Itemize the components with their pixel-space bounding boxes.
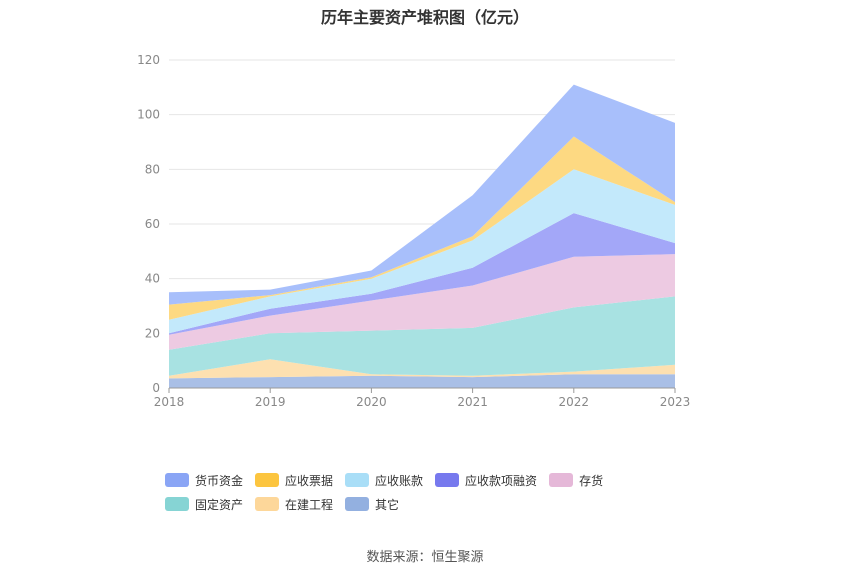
legend-label: 在建工程: [285, 497, 334, 512]
y-tick-label: 100: [137, 108, 160, 122]
legend-label: 货币资金: [195, 473, 244, 488]
area-series-4[interactable]: [169, 213, 675, 335]
legend-swatch: [255, 473, 280, 487]
legend-item[interactable]: 应收票据: [255, 472, 333, 488]
area-series-6[interactable]: [169, 136, 675, 320]
y-tick-label: 40: [145, 272, 160, 286]
x-tick-label: 2022: [559, 395, 590, 409]
legend-label: 应收票据: [285, 473, 334, 488]
legend-item[interactable]: 应收款项融资: [435, 472, 537, 488]
area-series-0[interactable]: [169, 374, 675, 388]
legend-swatch: [345, 473, 370, 487]
area-series-5[interactable]: [169, 169, 675, 334]
legend-label: 应收账款: [375, 473, 424, 488]
legend-item[interactable]: 其它: [345, 496, 399, 512]
legend-item[interactable]: 固定资产: [165, 496, 243, 512]
legend-label: 应收款项融资: [465, 473, 538, 488]
legend-item[interactable]: 货币资金: [165, 472, 243, 488]
y-tick-label: 20: [145, 326, 160, 340]
legend-label: 其它: [375, 497, 400, 512]
legend-swatch: [165, 497, 189, 511]
legend-swatch: [549, 473, 574, 487]
legend: 货币资金 应收票据 应收账款 应收款项融资 存货固定资产 在建工程 其它: [165, 472, 705, 520]
legend-swatch: [255, 497, 280, 511]
x-tick-label: 2023: [660, 395, 691, 409]
y-tick-label: 120: [137, 53, 160, 67]
y-tick-label: 60: [145, 217, 160, 231]
area-series-7[interactable]: [169, 84, 675, 305]
chart-title: 历年主要资产堆积图（亿元）: [320, 8, 529, 27]
axes: 0 20 40 60 80 100 120 2018 2019 2020 2021 2022 2023: [137, 53, 690, 409]
legend-item[interactable]: 在建工程: [255, 496, 333, 512]
stacked-areas: [169, 84, 675, 388]
area-series-2[interactable]: [169, 296, 675, 376]
x-tick-label: 2018: [154, 395, 185, 409]
x-tick-label: 2020: [356, 395, 387, 409]
legend-item[interactable]: 存货: [549, 472, 603, 488]
legend-swatch: [165, 473, 189, 487]
x-tick-label: 2021: [457, 395, 488, 409]
x-tick-label: 2019: [255, 395, 286, 409]
legend-label: 存货: [579, 473, 604, 488]
data-source: 数据来源：恒生聚源: [366, 550, 484, 565]
y-tick-label: 0: [152, 381, 160, 395]
legend-label: 固定资产: [195, 497, 244, 512]
area-series-1[interactable]: [169, 359, 675, 379]
y-tick-label: 80: [145, 162, 160, 176]
legend-swatch: [435, 473, 460, 487]
area-series-3[interactable]: [169, 254, 675, 350]
legend-swatch: [345, 497, 370, 511]
legend-item[interactable]: 应收账款: [345, 472, 423, 488]
